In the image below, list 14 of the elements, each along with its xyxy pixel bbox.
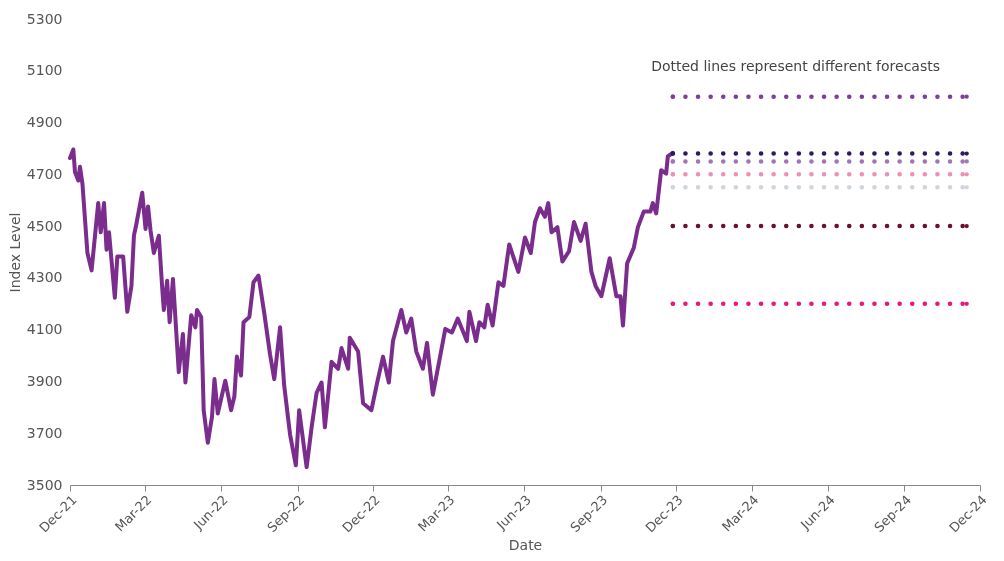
y-tick-label: 3500 (26, 476, 63, 493)
y-tick-label: 4900 (26, 114, 63, 131)
y-tick-label: 4300 (26, 269, 63, 286)
y-axis-title: Index Level (6, 212, 23, 293)
line-series (68, 147, 675, 470)
y-tick-label: 5100 (26, 62, 63, 79)
y-tick-label: 4700 (26, 165, 63, 182)
x-axis-title: Date (508, 537, 543, 554)
annotation: Dotted lines represent different forecasts (651, 58, 940, 74)
y-tick-label: 3700 (26, 424, 63, 441)
y-tick-label: 4100 (26, 321, 63, 338)
y-tick-label: 5300 (26, 10, 63, 27)
y-tick-label: 3900 (26, 372, 63, 389)
y-tick-label: 4500 (26, 217, 63, 234)
